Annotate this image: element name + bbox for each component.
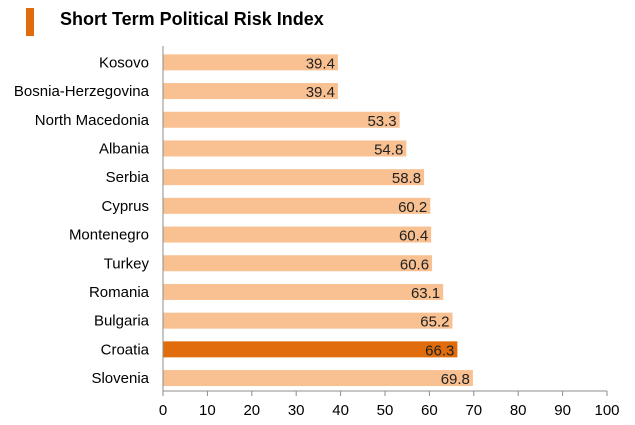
category-label: North Macedonia — [35, 112, 150, 129]
x-tick-label: 40 — [332, 402, 349, 419]
data-label: 39.4 — [306, 84, 335, 101]
bar-bosnia-herzegovina — [163, 83, 338, 100]
category-label: Serbia — [106, 169, 150, 186]
bar-north-macedonia — [163, 111, 400, 128]
x-tick-label: 60 — [421, 402, 438, 419]
category-label: Croatia — [101, 341, 150, 358]
bar-kosovo — [163, 54, 338, 71]
data-label: 60.2 — [398, 199, 427, 216]
data-label: 53.3 — [367, 113, 396, 130]
data-label: 69.8 — [441, 371, 470, 388]
x-tick-label: 90 — [554, 402, 571, 419]
category-label: Cyprus — [101, 198, 149, 215]
bar-croatia — [163, 341, 458, 358]
bar-romania — [163, 283, 444, 300]
bar-cyprus — [163, 197, 431, 214]
category-label: Turkey — [104, 255, 150, 272]
data-label: 54.8 — [374, 141, 403, 158]
bar-slovenia — [163, 370, 473, 387]
bar-serbia — [163, 169, 425, 186]
category-label: Romania — [89, 284, 150, 301]
bar-montenegro — [163, 226, 432, 243]
data-label: 66.3 — [425, 342, 454, 359]
data-label: 60.4 — [399, 228, 428, 245]
category-label: Slovenia — [91, 370, 149, 387]
data-label: 65.2 — [420, 314, 449, 331]
x-tick-label: 50 — [377, 402, 394, 419]
bar-albania — [163, 140, 407, 157]
category-label: Albania — [99, 140, 150, 157]
x-tick-label: 0 — [159, 402, 167, 419]
x-tick-label: 100 — [594, 402, 619, 419]
data-label: 63.1 — [411, 285, 440, 302]
chart-title: Short Term Political Risk Index — [60, 9, 324, 29]
data-label: 58.8 — [392, 170, 421, 187]
bar-turkey — [163, 255, 433, 272]
title-marker — [26, 8, 34, 36]
x-tick-label: 10 — [199, 402, 216, 419]
category-label: Montenegro — [69, 227, 149, 244]
x-tick-label: 70 — [465, 402, 482, 419]
x-tick-label: 30 — [288, 402, 305, 419]
data-label: 39.4 — [306, 55, 335, 72]
bar-bulgaria — [163, 312, 453, 329]
x-tick-label: 80 — [510, 402, 527, 419]
x-tick-label: 20 — [243, 402, 260, 419]
category-label: Kosovo — [99, 54, 149, 71]
category-label: Bulgaria — [94, 313, 150, 330]
data-label: 60.6 — [400, 256, 429, 273]
category-label: Bosnia-Herzegovina — [14, 83, 150, 100]
